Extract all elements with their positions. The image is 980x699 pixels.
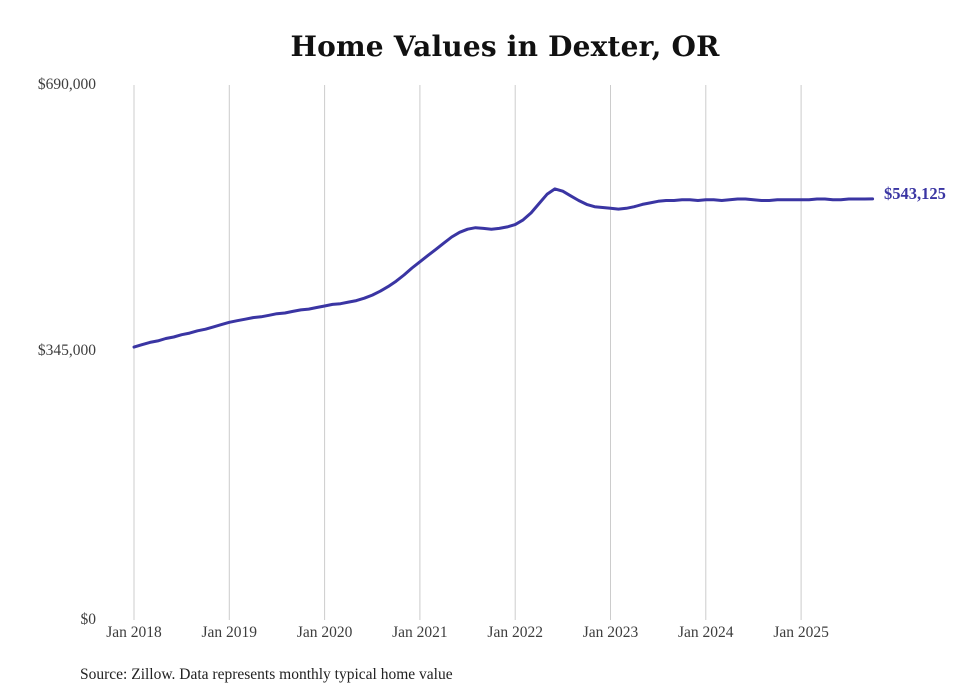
x-axis-tick-label: Jan 2020 [296, 624, 353, 641]
x-axis-tick-label: Jan 2021 [392, 624, 448, 641]
series-line [132, 187, 875, 349]
y-axis-tick-label: $690,000 [37, 76, 96, 93]
y-axis-tick-label: $345,000 [37, 342, 96, 359]
chart-title: Home Values in Dexter, OR [290, 30, 720, 63]
x-axis-tick-label: Jan 2022 [487, 624, 543, 641]
y-axis-tick-label: $0 [80, 611, 97, 628]
x-axis-tick-label: Jan 2023 [582, 624, 639, 641]
x-axis-tick-label: Jan 2024 [678, 624, 734, 641]
x-axis-tick-label: Jan 2018 [106, 624, 162, 641]
end-value-label: $543,125 [884, 184, 946, 203]
x-axis-tick-label: Jan 2019 [201, 624, 258, 641]
source-note: Source: Zillow. Data represents monthly … [80, 666, 453, 683]
gridlines [133, 85, 802, 620]
x-axis-tick-label: Jan 2025 [773, 624, 829, 641]
